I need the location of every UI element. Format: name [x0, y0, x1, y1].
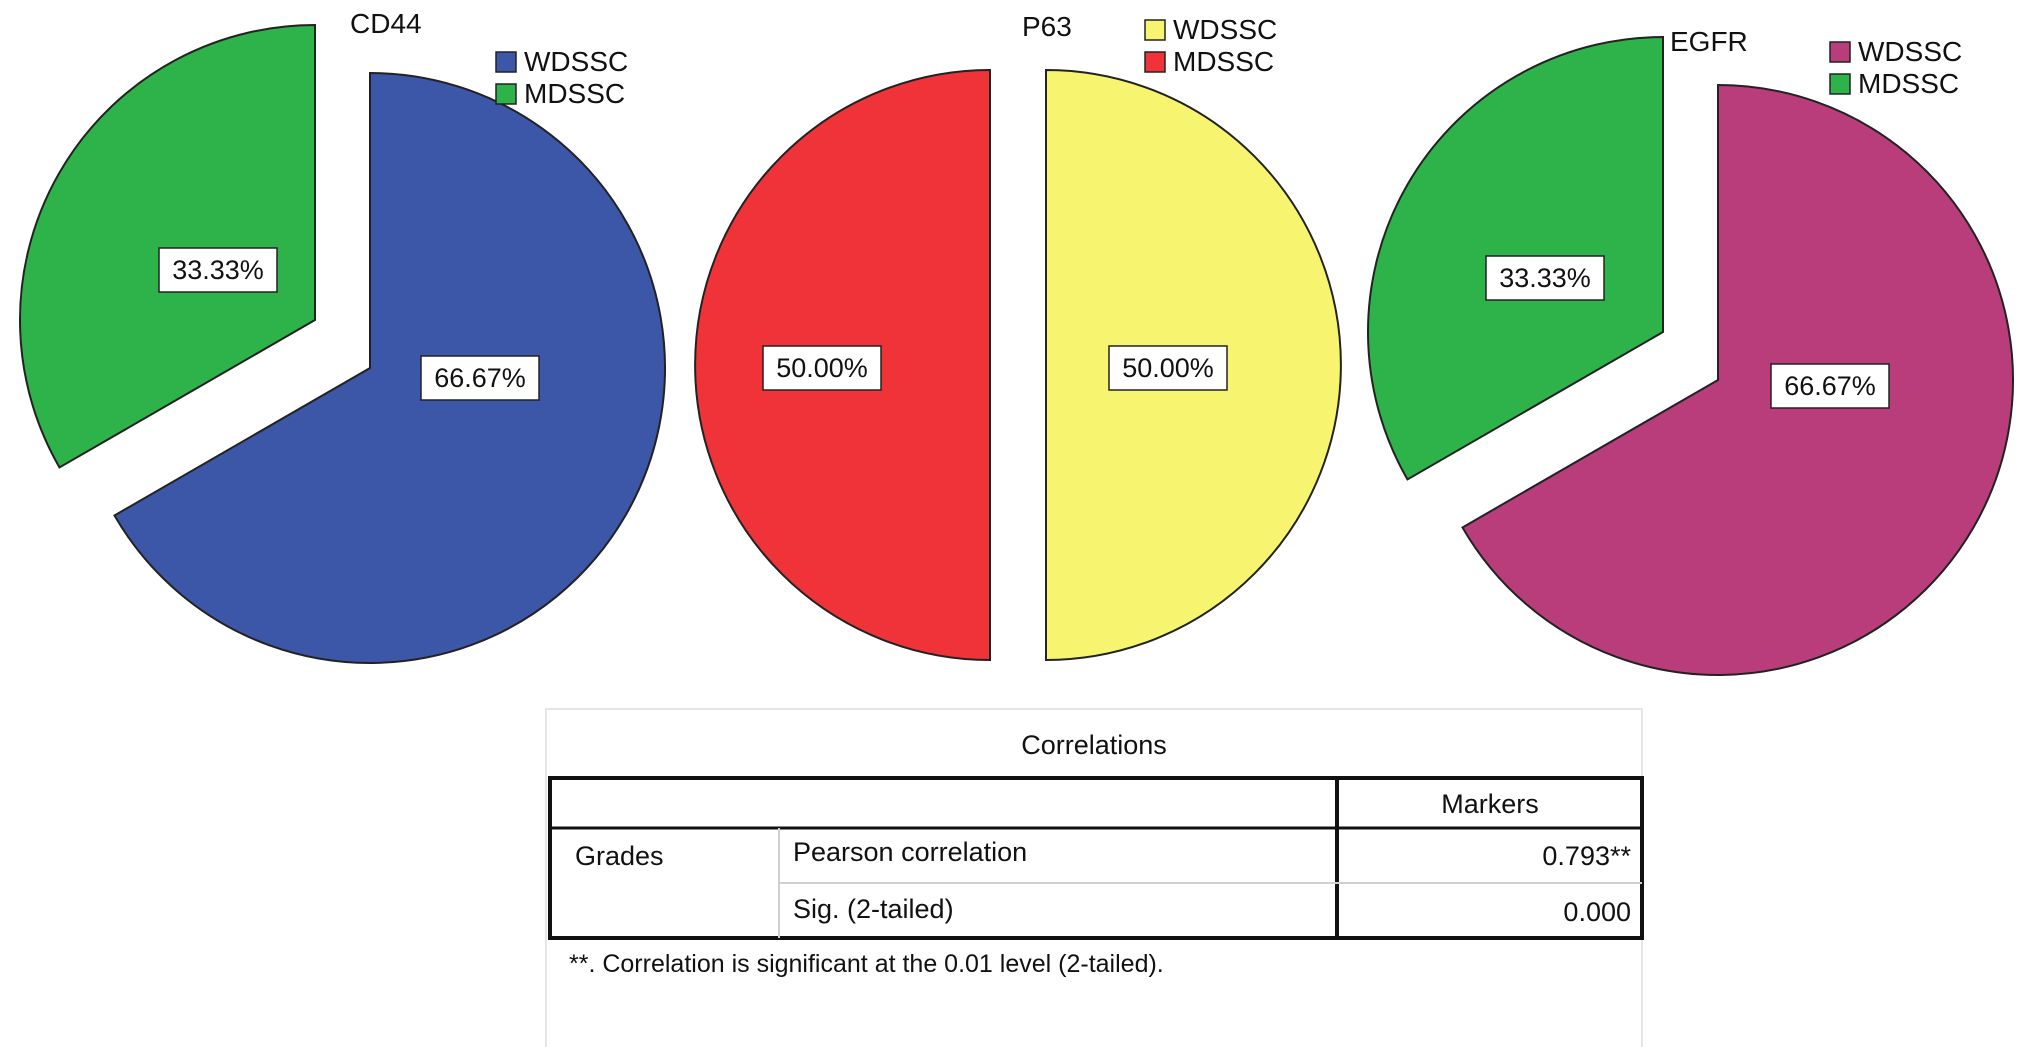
legend-swatch-0-1 [495, 83, 517, 105]
data-label-box-0-0 [420, 355, 540, 401]
pie-slice-0-0 [113, 71, 666, 664]
chart-title-1: P63 [1022, 11, 1072, 42]
legend-label-0-0: WDSSC [524, 46, 628, 77]
data-label-0-0: 66.67% [434, 363, 526, 393]
table-title: Correlations [1021, 730, 1167, 760]
pie-charts-area: 66.67%33.33%CD44WDSSCMDSSC50.00%50.00%P6… [18, 8, 2014, 676]
data-label-box-1-1 [762, 345, 882, 391]
pie-slice-0-1 [18, 23, 316, 469]
chart-title-0: CD44 [350, 8, 422, 39]
table-footnote: **. Correlation is significant at the 0.… [569, 950, 1164, 978]
correlations-table-panel: Correlations Markers Grades Pearson corr… [545, 708, 1644, 1047]
data-label-box-2-0 [1770, 363, 1890, 409]
data-label-2-1: 33.33% [1499, 263, 1591, 293]
legend-swatch-0-0 [495, 51, 517, 73]
data-label-box-0-1 [158, 247, 278, 293]
legend-label-2-1: MDSSC [1858, 68, 1959, 99]
pie-slice-2-0 [1461, 83, 2014, 676]
legend-swatch-1-0 [1144, 19, 1166, 41]
data-label-box-1-0 [1108, 345, 1228, 391]
legend-swatch-1-1 [1144, 51, 1166, 73]
legend-swatch-2-1 [1829, 73, 1851, 95]
data-label-box-2-1 [1485, 255, 1605, 301]
legend-label-2-0: WDSSC [1858, 36, 1962, 67]
data-label-2-0: 66.67% [1784, 371, 1876, 401]
legend-label-1-0: WDSSC [1173, 14, 1277, 45]
data-label-0-1: 33.33% [172, 255, 264, 285]
legend-label-0-1: MDSSC [524, 78, 625, 109]
legend-swatch-2-0 [1829, 41, 1851, 63]
data-label-1-0: 50.00% [1122, 353, 1214, 383]
chart-title-2: EGFR [1670, 26, 1748, 57]
data-label-1-1: 50.00% [776, 353, 868, 383]
correlations-table-grid [548, 776, 1644, 940]
legend-label-1-1: MDSSC [1173, 46, 1274, 77]
